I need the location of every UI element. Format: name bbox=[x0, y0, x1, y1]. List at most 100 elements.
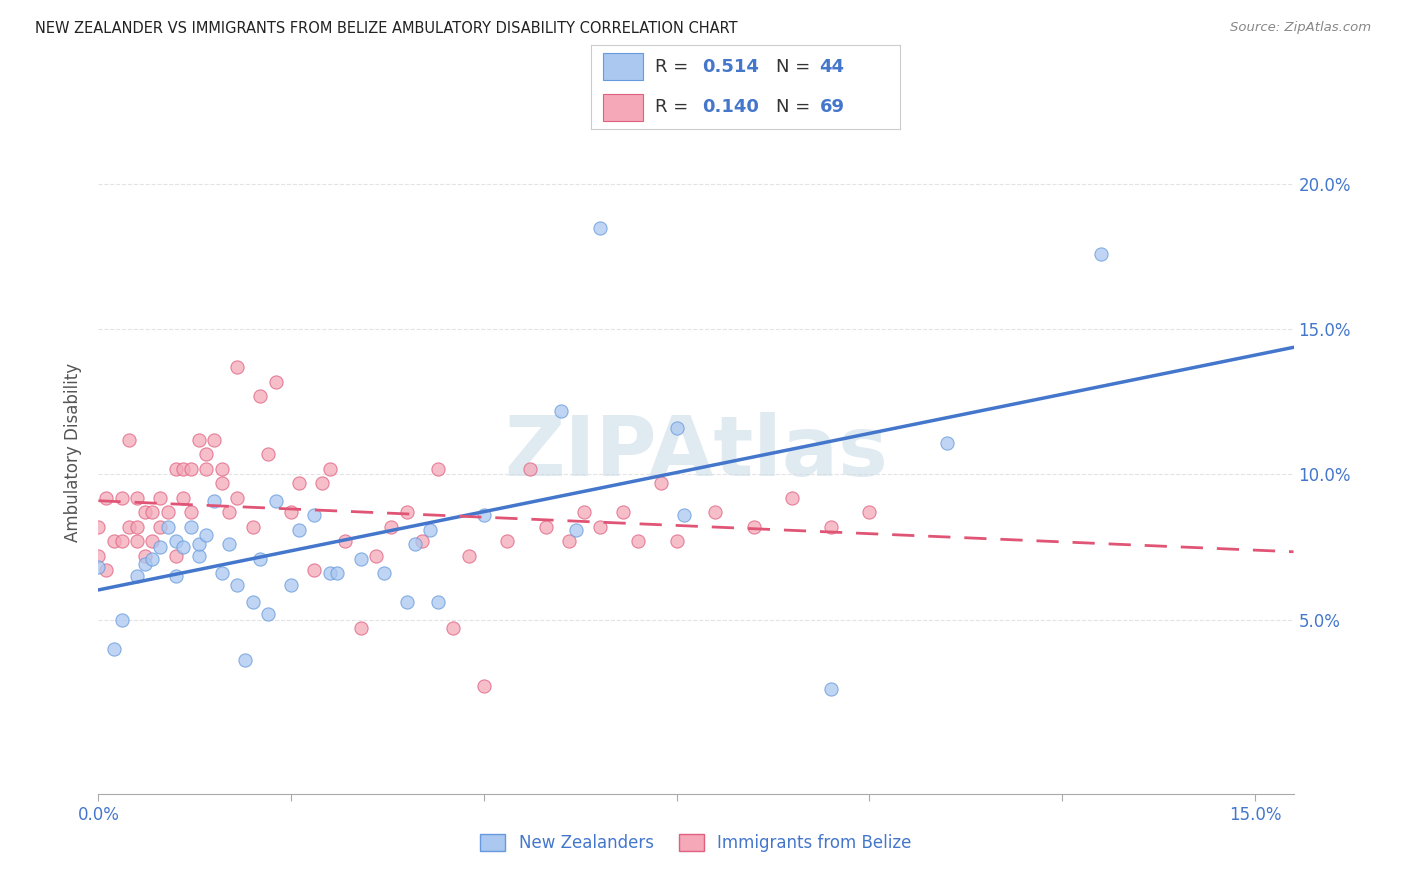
Point bbox=[1090, 247, 1112, 261]
Legend: New Zealanders, Immigrants from Belize: New Zealanders, Immigrants from Belize bbox=[472, 826, 920, 861]
Point bbox=[211, 461, 233, 475]
Point bbox=[550, 403, 572, 417]
Point bbox=[257, 447, 280, 461]
FancyBboxPatch shape bbox=[603, 94, 643, 120]
Point bbox=[627, 534, 650, 549]
Point bbox=[141, 534, 163, 549]
Point bbox=[820, 682, 842, 697]
Point bbox=[226, 359, 249, 374]
Point bbox=[257, 607, 280, 621]
Point bbox=[280, 578, 302, 592]
Point bbox=[349, 621, 371, 635]
Point bbox=[612, 505, 634, 519]
Point bbox=[319, 461, 342, 475]
Point bbox=[110, 613, 132, 627]
Point bbox=[94, 563, 117, 577]
Point bbox=[472, 508, 495, 522]
Text: N =: N = bbox=[776, 58, 815, 76]
Point bbox=[156, 505, 179, 519]
Point bbox=[665, 421, 688, 435]
Text: NEW ZEALANDER VS IMMIGRANTS FROM BELIZE AMBULATORY DISABILITY CORRELATION CHART: NEW ZEALANDER VS IMMIGRANTS FROM BELIZE … bbox=[35, 21, 738, 36]
Text: 0.140: 0.140 bbox=[702, 98, 759, 116]
Text: 69: 69 bbox=[820, 98, 845, 116]
Point bbox=[172, 491, 194, 505]
Point bbox=[242, 595, 264, 609]
Point bbox=[319, 566, 342, 581]
Point bbox=[304, 508, 326, 522]
Point bbox=[280, 505, 302, 519]
Point bbox=[202, 493, 225, 508]
Point bbox=[249, 389, 271, 403]
Text: R =: R = bbox=[655, 58, 695, 76]
Y-axis label: Ambulatory Disability: Ambulatory Disability bbox=[65, 363, 83, 542]
Point bbox=[218, 505, 240, 519]
Text: N =: N = bbox=[776, 98, 815, 116]
Point bbox=[264, 493, 287, 508]
Point bbox=[134, 505, 156, 519]
Text: 44: 44 bbox=[820, 58, 845, 76]
Point bbox=[187, 433, 209, 447]
Point bbox=[519, 461, 541, 475]
Point bbox=[141, 551, 163, 566]
Point bbox=[288, 523, 311, 537]
Point bbox=[380, 520, 402, 534]
Point bbox=[496, 534, 519, 549]
Point bbox=[233, 653, 256, 667]
Point bbox=[441, 621, 464, 635]
Point bbox=[187, 537, 209, 551]
Point bbox=[103, 641, 125, 656]
Point bbox=[180, 461, 202, 475]
Point bbox=[820, 520, 842, 534]
Point bbox=[156, 520, 179, 534]
Point bbox=[218, 537, 240, 551]
Point bbox=[665, 534, 688, 549]
Point bbox=[426, 595, 449, 609]
Point bbox=[472, 680, 495, 694]
Point bbox=[125, 520, 148, 534]
Point bbox=[87, 560, 110, 574]
Point bbox=[782, 491, 804, 505]
Point bbox=[195, 528, 218, 542]
Point bbox=[426, 461, 449, 475]
Point bbox=[264, 375, 287, 389]
Point bbox=[141, 505, 163, 519]
Point bbox=[202, 433, 225, 447]
Text: ZIPAtlas: ZIPAtlas bbox=[503, 412, 889, 493]
Point bbox=[395, 595, 418, 609]
Point bbox=[149, 540, 172, 554]
Point bbox=[333, 534, 356, 549]
Point bbox=[180, 505, 202, 519]
Point bbox=[110, 491, 132, 505]
Point bbox=[311, 476, 333, 491]
Point bbox=[565, 523, 588, 537]
Point bbox=[172, 461, 194, 475]
Point bbox=[364, 549, 387, 563]
Point bbox=[118, 433, 141, 447]
Point bbox=[704, 505, 727, 519]
Point bbox=[125, 569, 148, 583]
Point bbox=[165, 534, 187, 549]
Point bbox=[118, 520, 141, 534]
Point bbox=[103, 534, 125, 549]
Point bbox=[172, 540, 194, 554]
Point bbox=[211, 566, 233, 581]
Point bbox=[226, 491, 249, 505]
Point bbox=[180, 520, 202, 534]
Point bbox=[457, 549, 479, 563]
Point bbox=[249, 551, 271, 566]
Text: 0.514: 0.514 bbox=[702, 58, 759, 76]
Point bbox=[195, 447, 218, 461]
Point bbox=[419, 523, 441, 537]
Point bbox=[125, 491, 148, 505]
Point bbox=[125, 534, 148, 549]
Point bbox=[404, 537, 426, 551]
Point bbox=[110, 534, 132, 549]
Point bbox=[87, 520, 110, 534]
Point bbox=[211, 476, 233, 491]
Point bbox=[858, 505, 880, 519]
Point bbox=[165, 569, 187, 583]
Point bbox=[650, 476, 672, 491]
Point bbox=[149, 520, 172, 534]
Point bbox=[165, 461, 187, 475]
Point bbox=[558, 534, 581, 549]
